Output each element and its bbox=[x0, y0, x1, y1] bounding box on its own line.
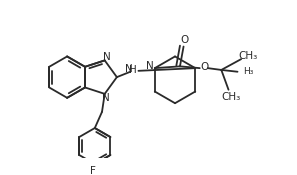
Text: CH₃: CH₃ bbox=[222, 92, 241, 102]
Text: F: F bbox=[90, 166, 96, 175]
Text: O: O bbox=[200, 62, 208, 72]
Text: CH₃: CH₃ bbox=[239, 51, 258, 61]
Text: H₃: H₃ bbox=[243, 67, 253, 76]
Text: N: N bbox=[102, 93, 110, 103]
Text: N: N bbox=[146, 61, 154, 71]
Text: H: H bbox=[129, 65, 137, 75]
Text: N: N bbox=[103, 52, 110, 62]
Text: N: N bbox=[125, 64, 133, 75]
Text: O: O bbox=[180, 35, 189, 45]
